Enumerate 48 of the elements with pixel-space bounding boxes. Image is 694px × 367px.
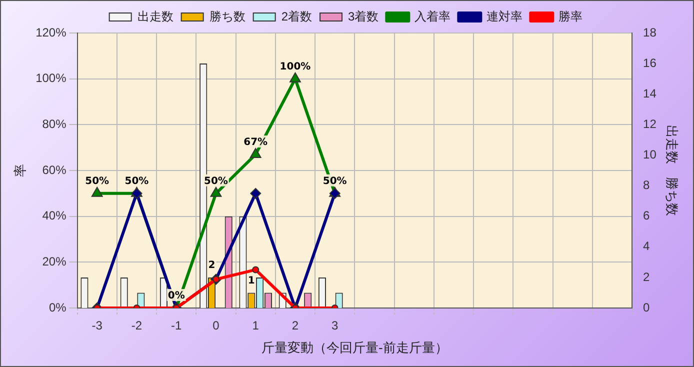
data-label: 50% xyxy=(124,176,149,188)
x-tick-label: 1 xyxy=(252,318,260,333)
y2-axis-title: 出走数 勝ち数 xyxy=(664,125,680,216)
y-tick-label: 80% xyxy=(42,116,67,131)
y-axis-title: 率 xyxy=(12,164,28,177)
legend-label: 連対率 xyxy=(486,9,523,24)
data-label: 50% xyxy=(85,176,110,188)
y2-tick-label: 0 xyxy=(643,300,650,314)
y2-tick-label: 4 xyxy=(643,239,650,254)
y-tick-label: 20% xyxy=(42,254,67,268)
x-tick-label: 3 xyxy=(332,318,339,333)
legend-label: 2着数 xyxy=(281,9,312,24)
y2-tick-label: 6 xyxy=(643,208,650,223)
legend-label: 出走数 xyxy=(137,9,174,24)
x-axis-title: 斤量変動（今回斤量-前走斤量） xyxy=(262,340,448,355)
y2-tick-label: 2 xyxy=(643,270,650,284)
data-label: 0% xyxy=(168,290,185,302)
y-tick-label: 100% xyxy=(36,71,67,86)
x-tick-label: -1 xyxy=(171,318,182,333)
y2-tick-label: 14 xyxy=(643,86,657,100)
y-tick-label: 0% xyxy=(48,300,67,314)
x-tick-label: 0 xyxy=(212,318,220,333)
y2-tick-label: 16 xyxy=(643,56,657,70)
y2-tick-label: 12 xyxy=(643,116,657,131)
x-tick-label: 2 xyxy=(292,318,299,333)
legend-label: 勝率 xyxy=(558,9,583,24)
x-tick-label: -2 xyxy=(131,318,142,333)
data-label: 2 xyxy=(208,260,216,272)
x-tick-label: -3 xyxy=(92,318,103,333)
legend-label: 勝ち数 xyxy=(209,9,246,24)
y-tick-label: 60% xyxy=(42,162,67,177)
data-label: 1 xyxy=(248,275,255,286)
data-label: 50% xyxy=(204,176,228,188)
y-tick-label: 120% xyxy=(36,25,67,40)
legend-label: 3着数 xyxy=(348,9,379,24)
y2-tick-label: 18 xyxy=(643,25,657,40)
y2-tick-label: 8 xyxy=(643,178,650,192)
data-label: 67% xyxy=(244,137,268,148)
point xyxy=(210,186,222,197)
y-tick-label: 40% xyxy=(42,208,67,223)
legend-label: 入着率 xyxy=(414,9,451,24)
point xyxy=(250,148,262,158)
data-label: 100% xyxy=(280,61,311,72)
point xyxy=(290,72,301,82)
y2-tick-label: 10 xyxy=(643,148,657,162)
data-label: 50% xyxy=(322,176,347,188)
point xyxy=(91,186,103,197)
point xyxy=(250,188,262,199)
